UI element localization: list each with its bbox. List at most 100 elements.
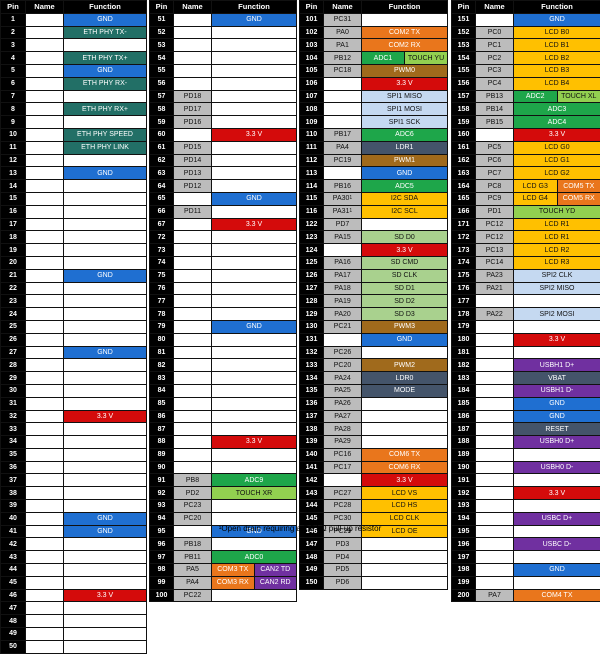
pin-function: SPI1 SCK bbox=[362, 116, 448, 129]
pin-name bbox=[26, 282, 64, 295]
pin-name bbox=[26, 538, 64, 551]
pin-number: 151 bbox=[452, 13, 476, 26]
pin-number: 196 bbox=[452, 538, 476, 551]
pin-number: 27 bbox=[1, 346, 26, 359]
pin-name-text: PC30 bbox=[334, 515, 352, 522]
pin-function: SD CLK bbox=[362, 269, 448, 282]
pin-name bbox=[174, 397, 212, 410]
pin-name bbox=[174, 308, 212, 321]
pin-name bbox=[26, 320, 64, 333]
pin-name-text: PA21 bbox=[486, 285, 503, 292]
pin-name-text: PC9 bbox=[488, 195, 502, 202]
pin-name bbox=[26, 564, 64, 577]
pin-number: 29 bbox=[1, 372, 26, 385]
pin-function bbox=[64, 474, 147, 487]
pin-number: 56 bbox=[150, 77, 174, 90]
pin-name bbox=[26, 474, 64, 487]
pin-name-text: PA31 bbox=[333, 208, 350, 215]
table-row: 76 bbox=[150, 282, 297, 295]
pin-name-text: PC31 bbox=[334, 16, 352, 23]
pin-name bbox=[26, 436, 64, 449]
pin-name bbox=[26, 384, 64, 397]
pin-name bbox=[324, 90, 362, 103]
pin-name-text: PD13 bbox=[184, 170, 202, 177]
table-row: 9 bbox=[1, 116, 147, 129]
table-row: 34 bbox=[1, 436, 147, 449]
pin-number: 142 bbox=[300, 474, 324, 487]
pin-number: 166 bbox=[452, 205, 476, 218]
table-row: 48 bbox=[1, 615, 147, 628]
pin-number: 8 bbox=[1, 103, 26, 116]
pin-name: PA301 bbox=[324, 192, 362, 205]
pin-name bbox=[476, 551, 514, 564]
pin-function: 3.3 V bbox=[514, 487, 600, 500]
pin-function bbox=[212, 448, 297, 461]
pin-function: ADC4 bbox=[514, 116, 600, 129]
pin-name bbox=[174, 256, 212, 269]
pin-name-text: PD14 bbox=[184, 157, 202, 164]
pin-number: 38 bbox=[1, 487, 26, 500]
pin-name: PC31 bbox=[324, 13, 362, 26]
pin-function: SPI2 MISO bbox=[514, 282, 600, 295]
pin-function: I2C SCL bbox=[362, 205, 448, 218]
pin-name bbox=[26, 397, 64, 410]
pin-function: GND bbox=[64, 64, 147, 77]
pin-name bbox=[174, 448, 212, 461]
pin-number: 154 bbox=[452, 52, 476, 65]
table-row: 43 bbox=[1, 551, 147, 564]
pin-name bbox=[324, 103, 362, 116]
pin-name-text: PD12 bbox=[184, 183, 202, 190]
pin-name bbox=[324, 474, 362, 487]
pin-number: 53 bbox=[150, 39, 174, 52]
pin-number: 176 bbox=[452, 282, 476, 295]
table-row: 19 bbox=[1, 244, 147, 257]
pin-number: 163 bbox=[452, 167, 476, 180]
pin-function bbox=[212, 282, 297, 295]
pin-function: GND bbox=[64, 269, 147, 282]
pin-function bbox=[212, 77, 297, 90]
pin-number: 133 bbox=[300, 359, 324, 372]
pin-function: LCD R1 bbox=[514, 218, 600, 231]
pin-name bbox=[174, 52, 212, 65]
pin-name: PC7 bbox=[476, 167, 514, 180]
pin-name-text: PD11 bbox=[184, 208, 201, 215]
pin-name-text: PC12 bbox=[486, 234, 504, 241]
table-row: 50 bbox=[1, 640, 147, 653]
pin-name-text: PC5 bbox=[488, 144, 502, 151]
pin-number: 26 bbox=[1, 333, 26, 346]
pin-function-part: CAN2 RD bbox=[255, 577, 297, 589]
pin-name bbox=[26, 589, 64, 602]
pin-name: PC22 bbox=[174, 589, 212, 602]
pin-name-text: PC20 bbox=[334, 362, 352, 369]
table-row: 37 bbox=[1, 474, 147, 487]
pin-function: LCD G2 bbox=[514, 167, 600, 180]
pin-function bbox=[64, 487, 147, 500]
pin-number: 106 bbox=[300, 77, 324, 90]
table-row: 16 bbox=[1, 205, 147, 218]
pin-number: 186 bbox=[452, 410, 476, 423]
pin-name-text: PA4 bbox=[186, 579, 199, 586]
pin-function: LCD HS bbox=[362, 500, 448, 513]
pin-name bbox=[174, 333, 212, 346]
pin-name-text: PB18 bbox=[184, 541, 201, 548]
pin-function: COM2 TX bbox=[362, 26, 448, 39]
table-row: 44 bbox=[1, 564, 147, 577]
pin-number: 52 bbox=[150, 26, 174, 39]
pin-function: 3.3 V bbox=[212, 436, 297, 449]
pin-number: 155 bbox=[452, 64, 476, 77]
pin-number: 116 bbox=[300, 205, 324, 218]
pin-number: 123 bbox=[300, 231, 324, 244]
pin-function-part: COM5 RX bbox=[558, 193, 600, 205]
